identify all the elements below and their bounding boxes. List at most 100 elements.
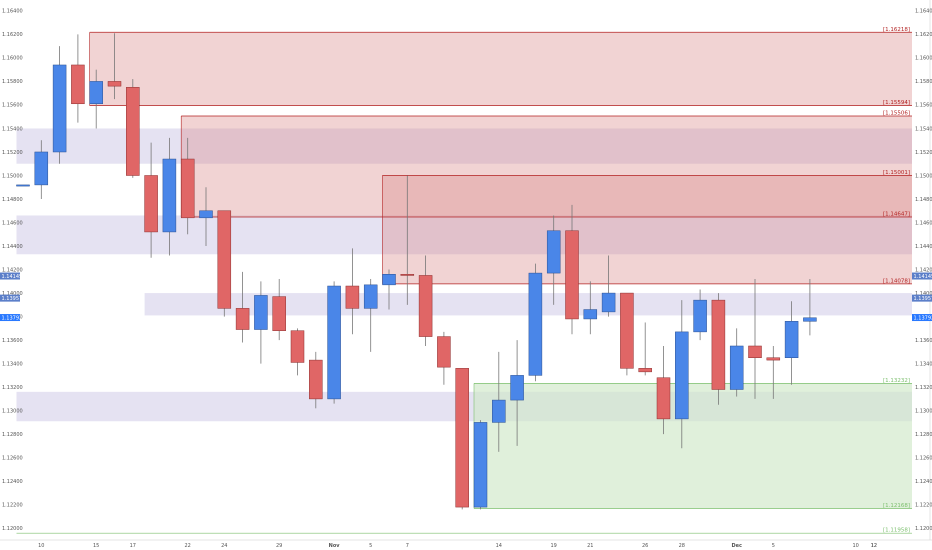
y-tick-label-right: 1.12800 xyxy=(915,432,932,438)
x-tick-label: 29 xyxy=(276,543,282,549)
sr-band xyxy=(16,128,912,164)
y-tick-label-right: 1.15400 xyxy=(915,126,932,132)
y-tick-label-right: 1.16400 xyxy=(915,9,932,15)
zone-label: [1.14647] xyxy=(883,212,910,218)
candle-body xyxy=(418,275,433,337)
candle-body xyxy=(254,295,268,330)
price-marker-label: 1.14145 xyxy=(914,274,932,280)
y-tick-label-right: 1.15200 xyxy=(915,150,932,156)
candle-body xyxy=(473,422,488,508)
x-tick-label: 22 xyxy=(185,543,191,549)
zone-fill xyxy=(181,115,912,218)
y-tick-label-right: 1.13000 xyxy=(915,408,932,414)
candle-body xyxy=(656,377,671,420)
x-tick-label: 5 xyxy=(772,543,775,549)
candle-body xyxy=(693,299,707,333)
candles xyxy=(16,33,817,510)
x-tick-label: 14 xyxy=(496,543,502,549)
x-tick-label: 21 xyxy=(587,543,593,549)
y-tick-label-left: 1.13600 xyxy=(2,338,23,344)
candle-body xyxy=(400,274,415,276)
candle-body xyxy=(675,331,689,420)
y-tick-label-right: 1.12400 xyxy=(915,479,932,485)
y-tick-label-left: 1.16200 xyxy=(2,32,23,38)
price-marker-badge xyxy=(912,314,932,322)
candle-body xyxy=(345,285,360,309)
y-tick-label-left: 1.15600 xyxy=(2,103,23,109)
price-marker-badge xyxy=(0,294,20,302)
y-tick-label-left: 1.14800 xyxy=(2,197,23,203)
x-tick-label: Dec xyxy=(731,543,742,549)
candle-body xyxy=(565,230,579,320)
x-tick-label: 26 xyxy=(642,543,648,549)
candle-body xyxy=(71,64,85,105)
y-axis-ticks: 1.16400 1.16400 1.16200 1.16200 1.16000 1.160… xyxy=(2,9,932,532)
candle-body xyxy=(510,375,524,401)
y-tick-label-left: 1.13400 xyxy=(2,361,23,367)
y-tick-label-right: 1.16000 xyxy=(915,56,932,62)
y-tick-label-right: 1.14000 xyxy=(915,291,932,297)
candle-body xyxy=(52,64,67,153)
y-tick-label-left: 1.12600 xyxy=(2,455,23,461)
candle-body xyxy=(784,321,799,358)
zone-label: [1.15001] xyxy=(883,170,910,176)
candle-body xyxy=(126,87,140,176)
price-marker-label: 1.13792 xyxy=(2,315,23,321)
candle-body xyxy=(290,330,305,363)
zone-fill xyxy=(474,383,912,509)
zone-fill xyxy=(382,175,912,284)
price-marker-badge xyxy=(0,272,20,280)
price-marker-badge xyxy=(0,314,20,322)
y-tick-label-left: 1.16000 xyxy=(2,56,23,62)
x-tick-label: 17 xyxy=(130,543,136,549)
candle-body xyxy=(327,285,341,400)
candle-body xyxy=(309,359,323,400)
candle-body xyxy=(437,336,451,368)
candle-body xyxy=(382,274,396,286)
y-tick-label-left: 1.12400 xyxy=(2,479,23,485)
candle-body xyxy=(620,292,634,369)
candle-body xyxy=(766,357,781,361)
y-tick-label-left: 1.14400 xyxy=(2,244,23,250)
candle-body xyxy=(803,317,817,322)
candle-body xyxy=(34,151,49,186)
candle-body xyxy=(528,272,543,376)
candle-body xyxy=(162,158,177,233)
y-tick-label-right: 1.14800 xyxy=(915,197,932,203)
zone-label: [1.11958] xyxy=(883,528,910,534)
y-tick-label-right: 1.14200 xyxy=(915,267,932,273)
candle-body xyxy=(711,299,726,390)
y-tick-label-left: 1.15800 xyxy=(2,79,23,85)
candle-body xyxy=(199,210,213,219)
y-tick-label-left: 1.16400 xyxy=(2,9,23,15)
y-tick-label-right: 1.13400 xyxy=(915,361,932,367)
x-tick-label: 28 xyxy=(679,543,685,549)
y-tick-label-left: 1.12000 xyxy=(2,526,23,532)
candle-body xyxy=(546,230,561,274)
x-tick-label: 12 xyxy=(871,543,877,549)
y-tick-label-right: 1.15600 xyxy=(915,103,932,109)
price-marker-label: 1.14145 xyxy=(2,274,23,280)
price-marker-label: 1.13957 xyxy=(914,296,932,302)
x-tick-label: Nov xyxy=(329,543,341,549)
candle-body xyxy=(492,399,506,423)
candle-body xyxy=(638,368,652,373)
y-tick-label-right: 1.14600 xyxy=(915,220,932,226)
y-tick-label-left: 1.14000 xyxy=(2,291,23,297)
candle-body xyxy=(363,284,378,309)
candle-body xyxy=(217,210,232,309)
zone-label: [1.14078] xyxy=(883,278,910,284)
zone-fill xyxy=(89,32,912,106)
candle-body xyxy=(729,345,744,390)
candle-body xyxy=(601,292,616,313)
zone-label: [1.13232] xyxy=(883,378,910,384)
candle-body xyxy=(455,368,469,508)
y-tick-label-left: 1.15000 xyxy=(2,173,23,179)
candle-body xyxy=(235,308,250,330)
zone-label: [1.15594] xyxy=(883,100,910,106)
candle-body xyxy=(583,309,598,320)
x-tick-label: 15 xyxy=(93,543,99,549)
y-tick-label-right: 1.16200 xyxy=(915,32,932,38)
